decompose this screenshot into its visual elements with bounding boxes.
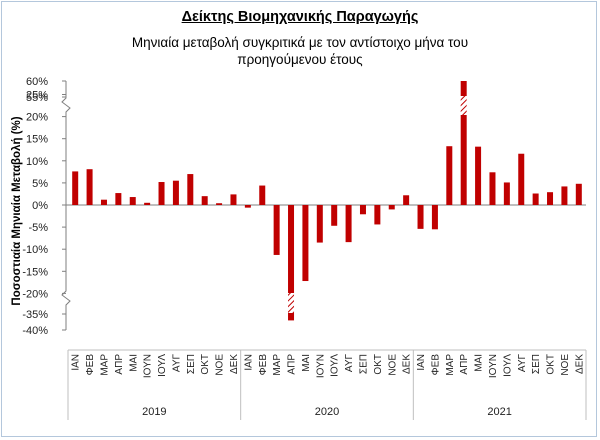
y-tick-label: -5% bbox=[28, 222, 48, 234]
bar-2021-ΑΠΡ-lower bbox=[460, 115, 467, 205]
bar-2020-ΜΑΙ bbox=[302, 205, 309, 282]
y-tick-label: -20% bbox=[22, 288, 48, 300]
x-tick-label: ΑΥΓ bbox=[517, 354, 528, 373]
y-tick-label: -35% bbox=[22, 309, 48, 321]
year-label: 2019 bbox=[142, 406, 166, 418]
x-tick-label: ΜΑΡ bbox=[445, 354, 456, 376]
y-tick-label: 25% bbox=[26, 90, 48, 102]
x-tick-label: ΝΟΕ bbox=[560, 354, 571, 376]
bar-2020-ΦΕΒ bbox=[259, 185, 266, 205]
bar-2019-ΟΚΤ bbox=[201, 196, 208, 205]
x-tick-label: ΝΟΕ bbox=[387, 354, 398, 376]
y-axis-line bbox=[61, 81, 71, 330]
bar-2020-ΑΥΓ bbox=[345, 205, 352, 243]
bar-2020-ΟΚΤ bbox=[374, 205, 381, 225]
chart-title: Δείκτης Βιομηχανικής Παραγωγής bbox=[181, 9, 419, 25]
y-tick-label: -15% bbox=[22, 266, 48, 278]
x-tick-label: ΙΟΥΝ bbox=[143, 354, 154, 378]
y-tick-label: -10% bbox=[22, 244, 48, 256]
x-tick-label: ΣΕΠ bbox=[531, 354, 542, 374]
x-tick-label: ΑΥΓ bbox=[344, 354, 355, 373]
bar-2021-ΣΕΠ bbox=[532, 193, 539, 205]
bar-2020-ΜΑΡ bbox=[273, 205, 280, 255]
bar-2021-ΙΟΥΝ bbox=[489, 172, 496, 205]
x-tick-label: ΙΟΥΝ bbox=[488, 354, 499, 378]
x-tick-label: ΜΑΙ bbox=[301, 354, 312, 372]
bar-2020-ΑΠΡ-break bbox=[288, 293, 295, 313]
bar-2021-ΦΕΒ bbox=[431, 205, 438, 230]
x-tick-label: ΙΑΝ bbox=[416, 354, 427, 371]
x-tick-label: ΦΕΒ bbox=[258, 354, 269, 376]
x-tick-label: ΑΥΓ bbox=[171, 354, 182, 373]
bar-2019-ΜΑΙ bbox=[129, 197, 136, 205]
y-tick-label: 60% bbox=[26, 76, 48, 88]
x-tick-label: ΔΕΚ bbox=[574, 354, 585, 374]
y-tick-label: 0% bbox=[32, 200, 48, 212]
x-tick-label: ΜΑΙ bbox=[474, 354, 485, 372]
bar-2020-ΙΑΝ bbox=[244, 205, 251, 208]
x-tick-label: ΔΕΚ bbox=[402, 354, 413, 374]
y-tick-label: 5% bbox=[32, 178, 48, 190]
bar-2020-ΝΟΕ bbox=[388, 205, 395, 210]
bar-2019-ΜΑΡ bbox=[100, 199, 107, 205]
chart-subtitle-line-2: προηγούμενου έτους bbox=[237, 52, 363, 67]
bar-2021-ΑΠΡ-break bbox=[460, 96, 467, 115]
bar-2021-ΜΑΙ bbox=[475, 146, 482, 205]
bar-2019-ΙΑΝ bbox=[72, 171, 79, 205]
year-label: 2020 bbox=[315, 406, 339, 418]
x-tick-label: ΜΑΡ bbox=[272, 354, 283, 376]
bar-2021-ΔΕΚ bbox=[575, 183, 582, 205]
x-tick-label: ΔΕΚ bbox=[229, 354, 240, 374]
bar-2021-ΑΠΡ bbox=[460, 81, 467, 96]
bar-2020-ΣΕΠ bbox=[359, 205, 366, 215]
bar-2020-ΙΟΥΝ bbox=[316, 205, 323, 243]
x-tick-label: ΜΑΙ bbox=[128, 354, 139, 372]
x-tick-label: ΑΠΡ bbox=[459, 354, 470, 375]
y-tick-label: 55% bbox=[26, 92, 48, 104]
x-tick-label: ΙΟΥΛ bbox=[502, 354, 513, 377]
bar-2019-ΑΥΓ bbox=[172, 180, 179, 205]
bar-2021-ΙΑΝ bbox=[417, 205, 424, 229]
bar-2019-ΔΕΚ bbox=[230, 194, 237, 205]
x-tick-label: ΟΚΤ bbox=[373, 354, 384, 375]
bar-2021-ΜΑΡ bbox=[446, 146, 453, 205]
bar-2021-ΑΥΓ bbox=[518, 153, 525, 205]
bar-2019-ΦΕΒ bbox=[86, 169, 93, 205]
bar-2020-ΑΠΡ bbox=[288, 205, 295, 293]
bar-2021-ΙΟΥΛ bbox=[503, 182, 510, 205]
y-tick-label: -40% bbox=[22, 325, 48, 337]
x-tick-label: ΣΕΠ bbox=[358, 354, 369, 374]
bar-2020-ΙΟΥΛ bbox=[331, 205, 338, 226]
bar-2021-ΟΚΤ bbox=[547, 192, 554, 205]
x-tick-label: ΝΟΕ bbox=[215, 354, 226, 376]
x-tick-label: ΦΕΒ bbox=[430, 354, 441, 376]
y-tick-label: 10% bbox=[26, 156, 48, 168]
bar-2019-ΝΟΕ bbox=[216, 203, 223, 205]
x-tick-label: ΟΚΤ bbox=[546, 354, 557, 375]
y-tick-label: 20% bbox=[26, 112, 48, 124]
bar-2019-ΣΕΠ bbox=[187, 174, 194, 205]
x-tick-label: ΙΟΥΛ bbox=[157, 354, 168, 377]
year-label: 2021 bbox=[487, 406, 511, 418]
chart-subtitle-line-1: Μηνιαία μεταβολή συγκριτικά με τον αντίσ… bbox=[131, 35, 469, 50]
x-tick-label: ΙΑΝ bbox=[243, 354, 254, 371]
bar-2019-ΑΠΡ bbox=[115, 193, 122, 205]
x-tick-label: ΙΟΥΝ bbox=[315, 354, 326, 378]
x-tick-label: ΦΕΒ bbox=[85, 354, 96, 376]
x-tick-label: ΜΑΡ bbox=[99, 354, 110, 376]
bar-2020-ΑΠΡ-lower bbox=[288, 313, 295, 321]
x-tick-label: ΟΚΤ bbox=[200, 354, 211, 375]
x-tick-label: ΙΑΝ bbox=[71, 354, 82, 371]
bar-2019-ΙΟΥΛ bbox=[158, 182, 165, 205]
x-tick-label: ΣΕΠ bbox=[186, 354, 197, 374]
bar-2019-ΙΟΥΝ bbox=[144, 202, 151, 205]
bar-2021-ΝΟΕ bbox=[561, 186, 568, 205]
x-tick-label: ΑΠΡ bbox=[287, 354, 298, 375]
bar-2020-ΔΕΚ bbox=[403, 195, 410, 205]
y-tick-label: 15% bbox=[26, 134, 48, 146]
x-tick-label: ΑΠΡ bbox=[114, 354, 125, 375]
x-tick-label: ΙΟΥΛ bbox=[330, 354, 341, 377]
